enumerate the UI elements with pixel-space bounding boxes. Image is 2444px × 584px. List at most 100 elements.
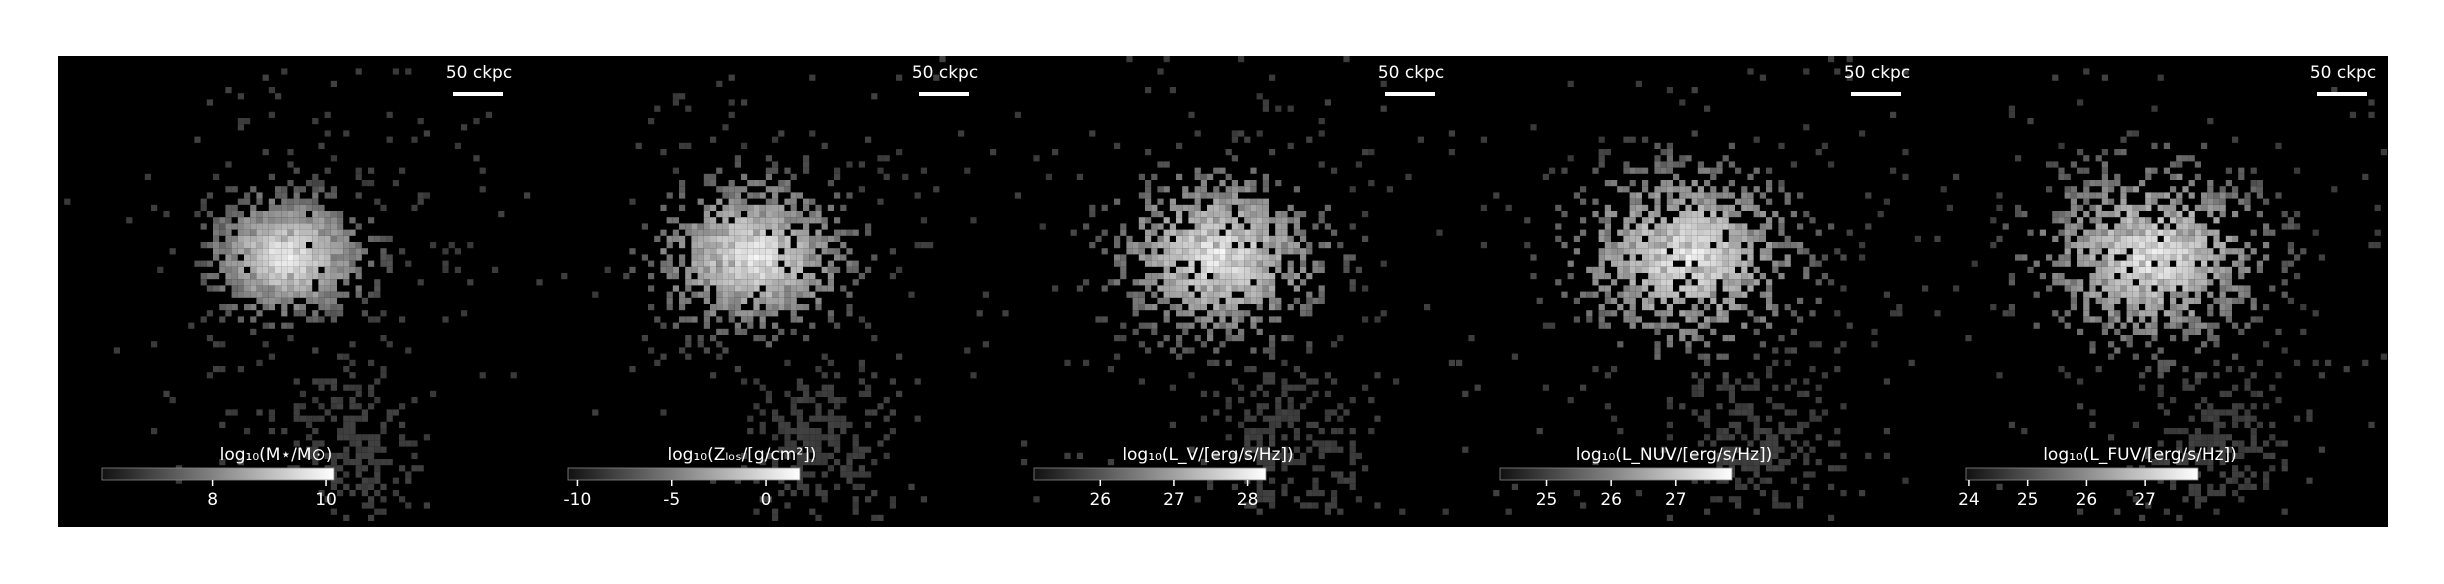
pixel [2207, 304, 2214, 311]
pixel [1275, 248, 1282, 255]
colorbar-label: log₁₀(Zₗₒₛ/[g/cm²]) [668, 445, 817, 465]
pixel [1225, 297, 1232, 304]
pixel [2101, 328, 2108, 335]
pixel [374, 477, 381, 484]
pixel [306, 452, 313, 459]
pixel [1262, 291, 1269, 298]
pixel [306, 446, 313, 453]
pixel [1592, 211, 1599, 218]
pixel [361, 310, 368, 317]
pixel [1262, 390, 1269, 397]
pixel [1231, 260, 1238, 267]
pixel [2207, 415, 2214, 422]
pixel [1660, 266, 1667, 273]
pixel [2170, 254, 2177, 261]
pixel [1306, 310, 1313, 317]
pixel [1735, 459, 1742, 466]
pixel [2244, 446, 2251, 453]
pixel [1138, 341, 1145, 348]
pixel [1312, 260, 1319, 267]
pixel [1318, 285, 1325, 292]
pixel [423, 192, 430, 199]
pixel [1561, 291, 1568, 298]
pixel [1759, 477, 1766, 484]
pixel [151, 428, 158, 435]
pixel [1704, 285, 1711, 292]
pixel [1151, 254, 1158, 261]
pixel [312, 211, 319, 218]
pixel [498, 211, 505, 218]
pixel [399, 434, 406, 441]
pixel [920, 496, 927, 503]
pixel [268, 223, 275, 230]
pixel [796, 421, 803, 428]
pixel [1753, 211, 1760, 218]
pixel [287, 285, 294, 292]
pixel [1256, 217, 1263, 224]
pixel [368, 477, 375, 484]
pixel [753, 204, 760, 211]
pixel [1293, 242, 1300, 249]
colorbar-tick-label: 25 [1536, 490, 1558, 510]
pixel [629, 266, 636, 273]
colorbar-label: log₁₀(L_FUV/[erg/s/Hz]) [2043, 445, 2237, 465]
pixel [697, 291, 704, 298]
pixel [281, 285, 288, 292]
pixel [1213, 310, 1220, 317]
pixel [1722, 477, 1729, 484]
pixel [293, 291, 300, 298]
pixel [1772, 452, 1779, 459]
pixel [368, 384, 375, 391]
pixel [1256, 490, 1263, 497]
pixel [275, 260, 282, 267]
pixel [1685, 248, 1692, 255]
pixel [1722, 223, 1729, 230]
pixel [1654, 328, 1661, 335]
pixel [312, 223, 319, 230]
pixel [386, 111, 393, 118]
pixel [1623, 273, 1630, 280]
pixel [1722, 248, 1729, 255]
pixel [1231, 192, 1238, 199]
pixel [2120, 235, 2127, 242]
pixel [2101, 149, 2108, 156]
pixel [1287, 459, 1294, 466]
pixel [1611, 242, 1618, 249]
pixel [225, 304, 232, 311]
pixel [1213, 452, 1220, 459]
pixel [1784, 359, 1791, 366]
pixel [1250, 229, 1257, 236]
pixel [337, 353, 344, 360]
pixel [1275, 235, 1282, 242]
pixel [710, 248, 717, 255]
pixel [1132, 310, 1139, 317]
pixel [852, 452, 859, 459]
pixel [1163, 229, 1170, 236]
pixel [2046, 161, 2053, 168]
pixel [1169, 254, 1176, 261]
pixel [231, 285, 238, 292]
pixel [2225, 273, 2232, 280]
pixel [1747, 260, 1754, 267]
pixel [1331, 409, 1338, 416]
pixel [299, 254, 306, 261]
pixel [2182, 279, 2189, 286]
pixel [784, 428, 791, 435]
pixel [1250, 180, 1257, 187]
pixel [1126, 291, 1133, 298]
pixel [1735, 273, 1742, 280]
pixel [1797, 496, 1804, 503]
pixel [803, 471, 810, 478]
pixel [1772, 359, 1779, 366]
pixel [1337, 335, 1344, 342]
pixel [1281, 415, 1288, 422]
pixel [2070, 304, 2077, 311]
pixel [1666, 242, 1673, 249]
pixel [386, 459, 393, 466]
pixel [703, 223, 710, 230]
pixel [2077, 167, 2084, 174]
pixel [728, 297, 735, 304]
pixel [2114, 328, 2121, 335]
pixel [1064, 452, 1071, 459]
pixel [256, 291, 263, 298]
